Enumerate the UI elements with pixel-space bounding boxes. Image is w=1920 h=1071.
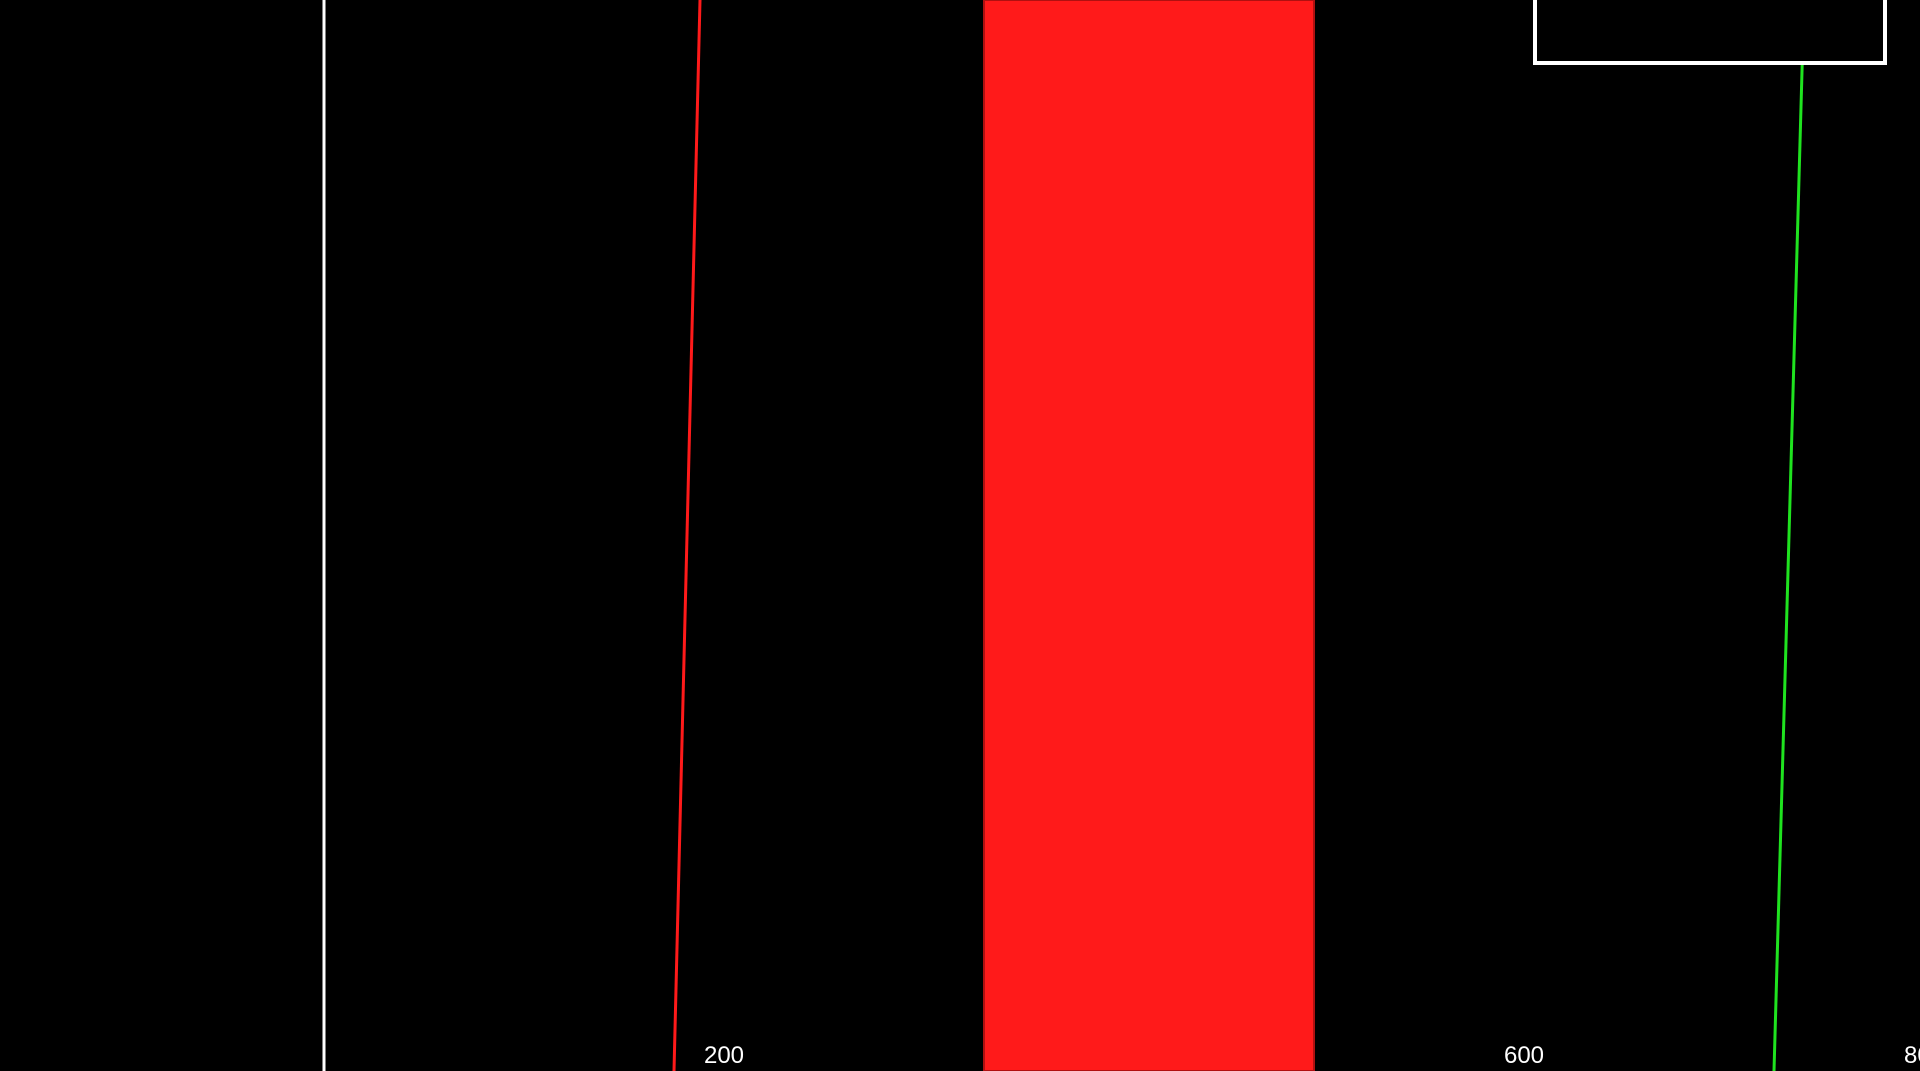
series-line bbox=[1772, 0, 1806, 1071]
x-tick-label: 200 bbox=[704, 1042, 744, 1069]
series-line bbox=[672, 0, 702, 1071]
x-tick-label: 600 bbox=[1504, 1042, 1544, 1069]
x-tick-label: 800 bbox=[1904, 1042, 1920, 1069]
shaded-band bbox=[983, 0, 1315, 1071]
shaded-bands bbox=[983, 0, 1315, 1071]
legend-box bbox=[1533, 0, 1887, 65]
x-tick-labels: 200600800100012001400 bbox=[704, 1042, 1920, 1069]
